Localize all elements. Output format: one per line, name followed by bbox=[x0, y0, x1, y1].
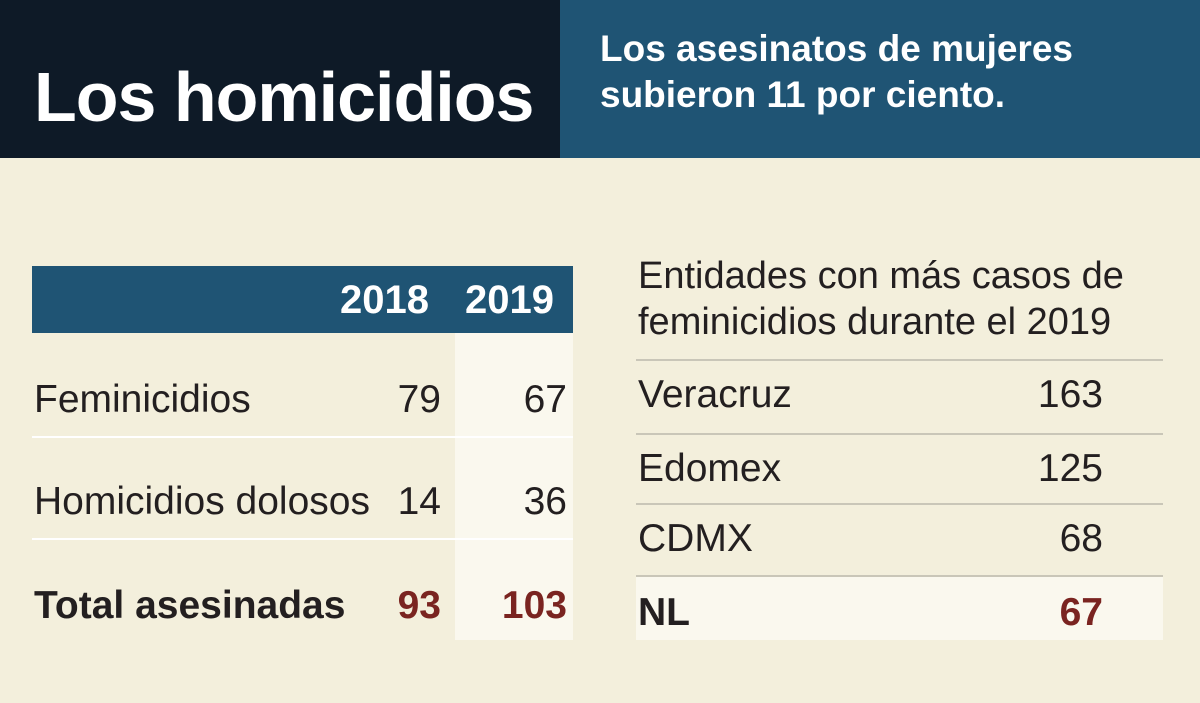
row-value: 67 bbox=[1059, 591, 1103, 634]
row-label: Veracruz bbox=[638, 373, 792, 416]
table-row-edomex: Edomex 125 bbox=[636, 435, 1163, 507]
header-2019: 2019 bbox=[465, 278, 554, 322]
table-row-cdmx: CDMX 68 bbox=[636, 505, 1163, 577]
row-label: CDMX bbox=[638, 517, 753, 560]
year-table-header: 2018 2019 bbox=[32, 266, 573, 333]
row-divider bbox=[636, 359, 1163, 361]
value-2018: 79 bbox=[397, 378, 441, 421]
table-row-nl: NL 67 bbox=[636, 577, 1163, 640]
table-row-homicidios-dolosos: Homicidios dolosos 14 36 bbox=[32, 450, 573, 550]
page-subtitle: Los asesinatos de mujeres subieron 11 po… bbox=[600, 28, 1073, 115]
value-2019: 103 bbox=[501, 584, 567, 627]
row-divider bbox=[636, 433, 1163, 435]
row-value: 125 bbox=[1037, 447, 1103, 490]
row-label: Homicidios dolosos bbox=[34, 480, 370, 523]
value-2018: 14 bbox=[397, 480, 441, 523]
table-row-feminicidios: Feminicidios 79 67 bbox=[32, 350, 573, 450]
table-row-total: Total asesinadas 93 103 bbox=[32, 554, 573, 654]
header-2018: 2018 bbox=[340, 278, 429, 322]
header-title-panel: Los homicidios bbox=[0, 0, 560, 158]
row-divider bbox=[32, 538, 573, 540]
header-subtitle-panel: Los asesinatos de mujeres subieron 11 po… bbox=[560, 0, 1200, 158]
value-2018: 93 bbox=[397, 584, 441, 627]
column-2019-highlight bbox=[455, 333, 573, 640]
row-value: 68 bbox=[1059, 517, 1103, 560]
row-label: Feminicidios bbox=[34, 378, 251, 421]
row-label: Edomex bbox=[638, 447, 782, 490]
entities-table-title: Entidades con más casos de feminicidios … bbox=[638, 255, 1124, 343]
value-2019: 36 bbox=[523, 480, 567, 523]
row-label: NL bbox=[638, 591, 690, 634]
row-divider bbox=[32, 436, 573, 438]
row-divider bbox=[636, 503, 1163, 505]
row-value: 163 bbox=[1037, 373, 1103, 416]
page-title: Los homicidios bbox=[34, 58, 534, 136]
table-row-veracruz: Veracruz 163 bbox=[636, 361, 1163, 433]
row-label: Total asesinadas bbox=[34, 584, 346, 627]
row-divider bbox=[636, 575, 1163, 577]
value-2019: 67 bbox=[523, 378, 567, 421]
